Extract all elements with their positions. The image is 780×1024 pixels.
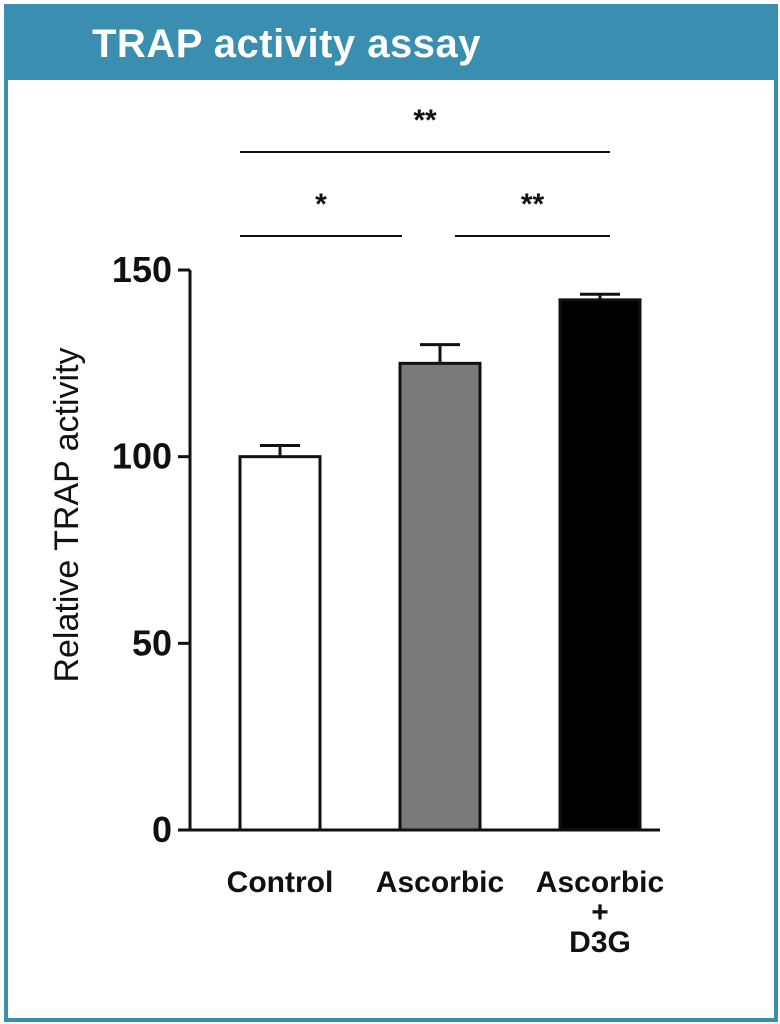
significance-label: ** (521, 188, 545, 221)
x-tick-label: Ascorbic (536, 866, 664, 899)
y-tick-label: 50 (132, 622, 172, 663)
bars (238, 292, 642, 832)
header-bar: TRAP activity assay (8, 8, 774, 80)
x-tick-label: D3G (569, 926, 631, 959)
chart-title: TRAP activity assay (92, 22, 481, 66)
y-axis-label: Relative TRAP activity (48, 347, 86, 682)
significance-annotations: * **** (240, 104, 610, 237)
significance-label: * (315, 188, 327, 221)
x-tick-label: Control (227, 866, 334, 899)
y-tick-label: 150 (112, 249, 172, 290)
y-tick-label: 0 (152, 809, 172, 850)
x-tick-label: Ascorbic (376, 866, 504, 899)
x-tick-label: + (591, 896, 609, 929)
bar (398, 361, 482, 832)
bar (558, 298, 642, 832)
y-tick-label: 100 (112, 436, 172, 477)
significance-label: ** (413, 104, 437, 137)
bar (238, 455, 322, 832)
figure-frame: TRAP activity assay (4, 4, 778, 1022)
